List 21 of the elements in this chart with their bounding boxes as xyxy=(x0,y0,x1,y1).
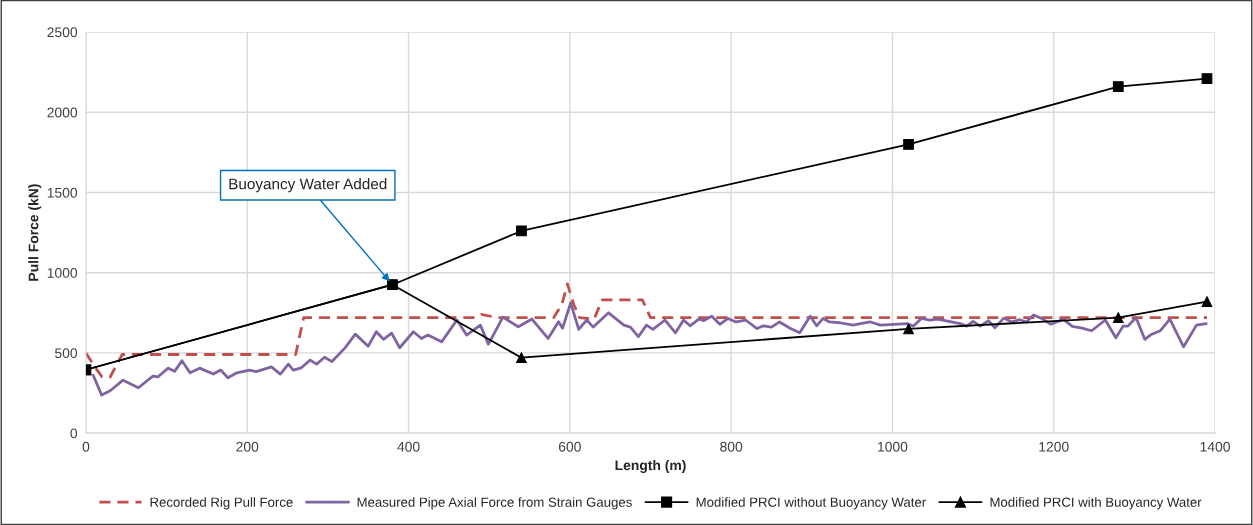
y-tick-label: 1500 xyxy=(47,187,78,198)
legend-label: Measured Pipe Axial Force from Strain Gauges xyxy=(357,497,632,510)
x-tick-label: 800 xyxy=(720,441,743,452)
x-tick-label: 0 xyxy=(82,441,90,452)
y-tick-label: 2500 xyxy=(47,27,78,38)
x-tick-label: 400 xyxy=(397,441,420,452)
annotation: Buoyancy Water Added xyxy=(229,178,387,193)
x-tick-label: 200 xyxy=(236,441,259,452)
x-axis-title: Length (m) xyxy=(615,459,686,473)
legend-label: Modified PRCI without Buoyancy Water xyxy=(696,497,926,510)
legend-label: Modified PRCI with Buoyancy Water xyxy=(990,497,1202,510)
y-tick-label: 0 xyxy=(70,428,78,439)
legend-label: Recorded Rig Pull Force xyxy=(150,497,293,510)
y-axis-title: Pull Force (kN) xyxy=(28,184,42,281)
x-tick-label: 600 xyxy=(558,441,581,452)
x-tick-label: 1400 xyxy=(1200,441,1230,452)
x-tick-label: 1000 xyxy=(878,441,908,452)
x-tick-label: 1200 xyxy=(1039,441,1069,452)
y-tick-label: 2000 xyxy=(47,107,78,118)
y-tick-label: 500 xyxy=(55,348,78,359)
y-tick-label: 1000 xyxy=(47,268,78,278)
